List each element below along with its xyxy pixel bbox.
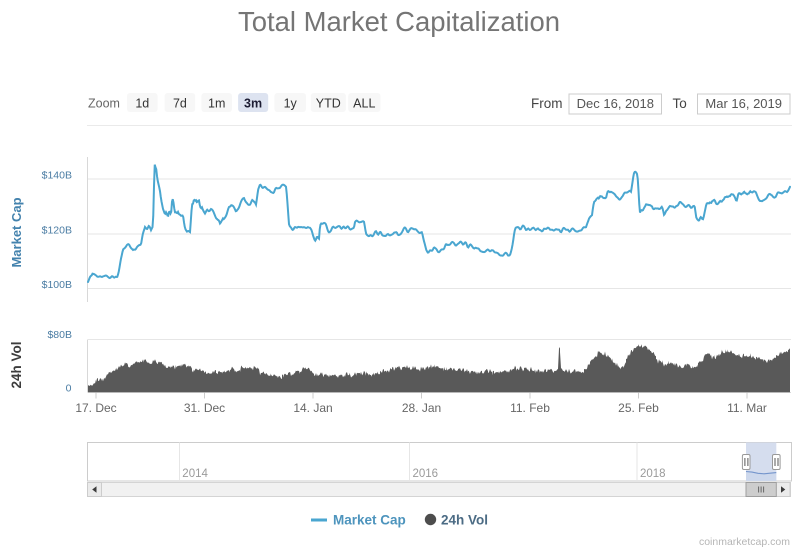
svg-text:3m: 3m [244, 97, 262, 111]
svg-text:31. Dec: 31. Dec [184, 401, 225, 415]
svg-text:28. Jan: 28. Jan [402, 401, 441, 415]
svg-text:Market Cap: Market Cap [333, 513, 406, 528]
svg-text:Market Cap: Market Cap [9, 197, 24, 267]
svg-text:2016: 2016 [413, 468, 439, 480]
svg-text:$120B: $120B [42, 224, 72, 236]
svg-text:11. Feb: 11. Feb [510, 401, 550, 415]
svg-text:2018: 2018 [640, 468, 666, 480]
svg-text:24h Vol: 24h Vol [441, 513, 488, 528]
svg-text:$80B: $80B [47, 329, 72, 341]
svg-text:ALL: ALL [353, 97, 375, 111]
svg-text:24h Vol: 24h Vol [9, 341, 24, 388]
svg-text:$100B: $100B [42, 279, 72, 291]
svg-text:To: To [673, 96, 687, 111]
svg-text:1d: 1d [135, 97, 149, 111]
svg-text:Dec 16, 2018: Dec 16, 2018 [577, 96, 654, 111]
svg-text:2014: 2014 [182, 468, 208, 480]
svg-text:coinmarketcap.com: coinmarketcap.com [699, 536, 790, 548]
svg-text:1y: 1y [284, 97, 298, 111]
svg-text:0: 0 [66, 383, 72, 395]
svg-text:Mar 16, 2019: Mar 16, 2019 [705, 96, 782, 111]
svg-text:From: From [531, 96, 563, 111]
svg-text:YTD: YTD [316, 97, 341, 111]
svg-text:7d: 7d [173, 97, 187, 111]
svg-text:14. Jan: 14. Jan [293, 401, 332, 415]
svg-text:$140B: $140B [42, 170, 72, 182]
svg-text:11. Mar: 11. Mar [727, 401, 767, 415]
svg-text:17. Dec: 17. Dec [75, 401, 116, 415]
svg-text:Total Market Capitalization: Total Market Capitalization [238, 6, 560, 37]
svg-text:1m: 1m [208, 97, 225, 111]
svg-text:25. Feb: 25. Feb [618, 401, 659, 415]
svg-text:Zoom: Zoom [88, 97, 120, 111]
